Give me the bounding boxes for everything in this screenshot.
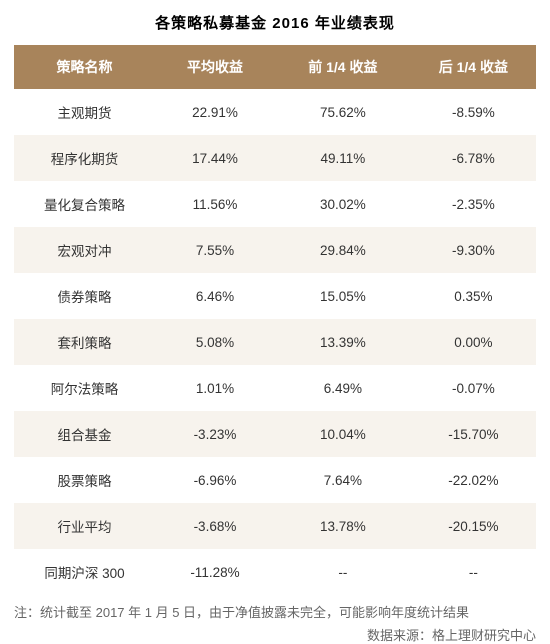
cell: 0.00% (411, 319, 536, 365)
table-row: 量化复合策略11.56%30.02%-2.35% (14, 181, 536, 227)
cell: -- (275, 549, 411, 595)
cell: 行业平均 (14, 503, 155, 549)
cell: 1.01% (155, 365, 275, 411)
table-row: 阿尔法策略1.01%6.49%-0.07% (14, 365, 536, 411)
cell: 主观期货 (14, 89, 155, 135)
cell: 6.46% (155, 273, 275, 319)
cell: 组合基金 (14, 411, 155, 457)
table-row: 组合基金-3.23%10.04%-15.70% (14, 411, 536, 457)
cell: 10.04% (275, 411, 411, 457)
cell: 5.08% (155, 319, 275, 365)
cell: 22.91% (155, 89, 275, 135)
cell: 7.64% (275, 457, 411, 503)
cell: 套利策略 (14, 319, 155, 365)
cell: 13.39% (275, 319, 411, 365)
cell: -0.07% (411, 365, 536, 411)
cell: 0.35% (411, 273, 536, 319)
cell: -3.68% (155, 503, 275, 549)
cell: -- (411, 549, 536, 595)
table-row: 套利策略5.08%13.39%0.00% (14, 319, 536, 365)
header-row: 策略名称 平均收益 前 1/4 收益 后 1/4 收益 (14, 45, 536, 89)
performance-table: 策略名称 平均收益 前 1/4 收益 后 1/4 收益 主观期货22.91%75… (14, 45, 536, 595)
table-row: 行业平均-3.68%13.78%-20.15% (14, 503, 536, 549)
table-title: 各策略私募基金 2016 年业绩表现 (14, 12, 536, 33)
table-row: 程序化期货17.44%49.11%-6.78% (14, 135, 536, 181)
cell: 15.05% (275, 273, 411, 319)
cell: -11.28% (155, 549, 275, 595)
cell: 13.78% (275, 503, 411, 549)
cell: 程序化期货 (14, 135, 155, 181)
cell: 同期沪深 300 (14, 549, 155, 595)
cell: 49.11% (275, 135, 411, 181)
data-source: 数据来源：格上理财研究中心 (14, 625, 536, 644)
cell: 债券策略 (14, 273, 155, 319)
table-row: 同期沪深 300-11.28%---- (14, 549, 536, 595)
cell: -6.78% (411, 135, 536, 181)
cell: 量化复合策略 (14, 181, 155, 227)
cell: -6.96% (155, 457, 275, 503)
col-header-bottom: 后 1/4 收益 (411, 45, 536, 89)
cell: 29.84% (275, 227, 411, 273)
cell: -3.23% (155, 411, 275, 457)
cell: 75.62% (275, 89, 411, 135)
table-row: 股票策略-6.96%7.64%-22.02% (14, 457, 536, 503)
table-row: 主观期货22.91%75.62%-8.59% (14, 89, 536, 135)
cell: 11.56% (155, 181, 275, 227)
cell: 6.49% (275, 365, 411, 411)
cell: 阿尔法策略 (14, 365, 155, 411)
cell: 股票策略 (14, 457, 155, 503)
cell: 7.55% (155, 227, 275, 273)
cell: -9.30% (411, 227, 536, 273)
col-header-top: 前 1/4 收益 (275, 45, 411, 89)
cell: -20.15% (411, 503, 536, 549)
cell: -15.70% (411, 411, 536, 457)
cell: 宏观对冲 (14, 227, 155, 273)
table-row: 债券策略6.46%15.05%0.35% (14, 273, 536, 319)
cell: -2.35% (411, 181, 536, 227)
table-body: 主观期货22.91%75.62%-8.59% 程序化期货17.44%49.11%… (14, 89, 536, 595)
cell: 17.44% (155, 135, 275, 181)
col-header-strategy: 策略名称 (14, 45, 155, 89)
table-row: 宏观对冲7.55%29.84%-9.30% (14, 227, 536, 273)
col-header-avg: 平均收益 (155, 45, 275, 89)
cell: -8.59% (411, 89, 536, 135)
cell: 30.02% (275, 181, 411, 227)
cell: -22.02% (411, 457, 536, 503)
